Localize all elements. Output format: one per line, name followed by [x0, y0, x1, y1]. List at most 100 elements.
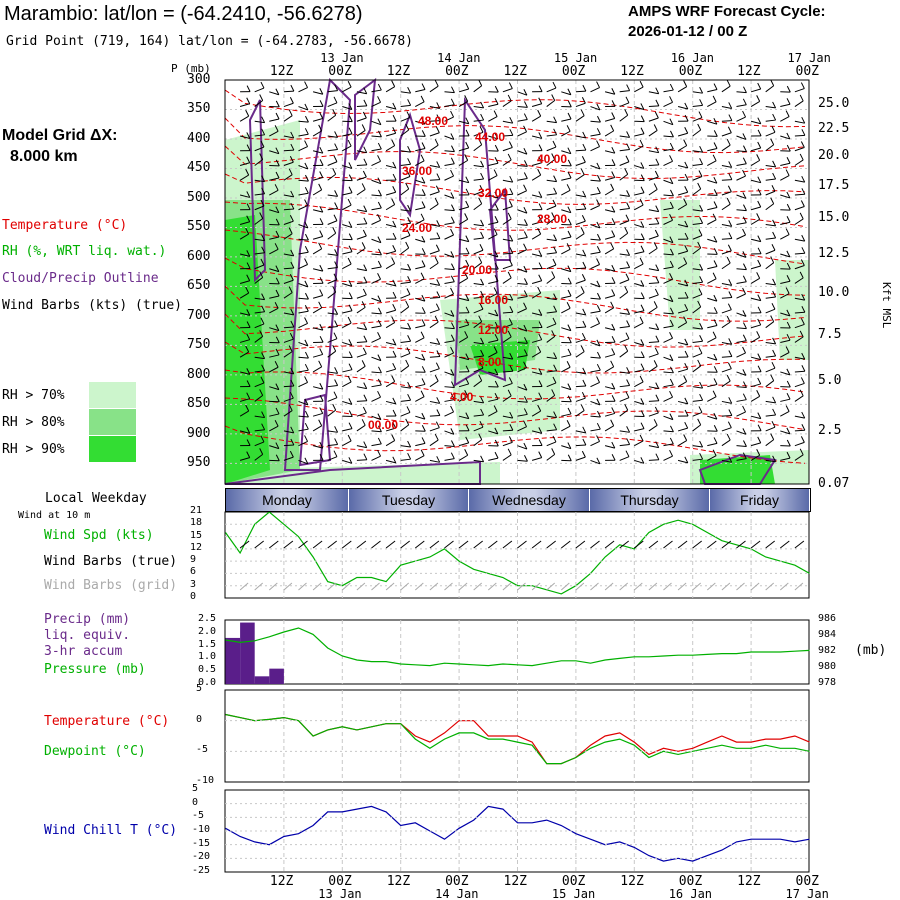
wind-barb-shaft: [531, 233, 541, 240]
wind-barb-shaft: [765, 203, 774, 211]
wind-barb-flag: [582, 131, 587, 139]
wind-barb-flag: [334, 426, 339, 433]
wind-barb-shaft: [531, 457, 542, 461]
wind-barb: [750, 95, 761, 107]
wind-barb: [356, 288, 367, 299]
wind-barb-flag: [319, 395, 324, 402]
sfc-grid-barb: [517, 582, 526, 591]
wind-barb: [605, 159, 616, 167]
wind-barb-flag: [523, 113, 528, 120]
wind-barb-shaft: [502, 297, 513, 301]
wind-barb-shaft: [546, 429, 557, 432]
wind-barb-flag: [655, 394, 660, 401]
wind-barb-shaft: [327, 456, 338, 461]
wind-barb-flag: [334, 379, 339, 386]
wind-barb: [327, 155, 338, 166]
wind-barb: [342, 339, 353, 346]
wind-barb-shaft: [736, 352, 746, 358]
wind-barb-shaft: [458, 395, 468, 402]
sfc-wind-barb: [283, 540, 294, 549]
wind-barb-shaft: [269, 295, 280, 299]
wind-barb-shaft: [575, 220, 586, 225]
wind-tick-label: 18: [190, 517, 203, 529]
wind-barb-flag: [699, 276, 704, 283]
wind-barb-shaft: [648, 353, 659, 358]
wind-barb-shaft: [254, 453, 263, 461]
temp-contour-line: [224, 341, 806, 374]
wind-barb-shaft: [502, 218, 512, 225]
wind-barb: [692, 406, 703, 417]
wind-barb-flag: [509, 175, 514, 183]
wind-barb-flag: [582, 379, 587, 387]
wind-barb-flag: [611, 348, 616, 355]
wind-barb-flag: [319, 146, 324, 154]
wind-barb-flag: [611, 264, 616, 272]
wind-barb: [444, 369, 455, 376]
wind-barb: [444, 381, 455, 389]
wind-barb: [604, 230, 616, 240]
wind-barb-flag: [567, 324, 572, 331]
wind-barb-flag: [436, 102, 441, 109]
wind-barb-shaft: [648, 223, 659, 225]
wind-barb-flag: [436, 291, 441, 298]
wind-barb-flag: [610, 124, 615, 132]
sfc-grid-barb: [385, 582, 395, 591]
top-time-tick: 12Z: [386, 64, 411, 79]
wind-barb-flag: [713, 142, 718, 149]
wind-barb-flag: [597, 410, 601, 418]
wind-barb-flag: [567, 395, 572, 403]
wind-barb: [444, 322, 455, 330]
wind-barb: [750, 235, 762, 243]
wind-barb: [517, 442, 528, 450]
legend-dewpoint: Dewpoint (°C): [44, 744, 146, 759]
wind-barb: [371, 201, 382, 211]
wind-barb-flag: [771, 361, 776, 369]
wind-barb-flag: [567, 289, 572, 297]
sfc-wind-barb: [429, 540, 440, 549]
wind-barb: [239, 191, 251, 198]
wind-barb-flag: [465, 412, 470, 419]
wind-barb-shaft: [283, 102, 294, 108]
wind-barb-shaft: [517, 308, 527, 314]
wind-barb-flag: [567, 348, 572, 356]
wind-barb-shaft: [342, 224, 353, 228]
wind-barb-flag: [421, 83, 426, 90]
wind-barb-flag: [553, 364, 558, 371]
wind-barb: [663, 236, 674, 244]
wind-barb-flag: [377, 449, 382, 457]
wind-barb: [604, 382, 616, 390]
wind-barb-flag: [319, 100, 324, 107]
wind-barb-shaft: [502, 323, 513, 329]
wind-barb: [677, 186, 689, 196]
wind-barb-shaft: [415, 415, 426, 420]
pressure-tick-label: 650: [187, 278, 211, 294]
wind-barb-flag: [728, 397, 733, 404]
wind-barb-flag: [348, 398, 353, 405]
wind-barb-flag: [319, 159, 324, 166]
wind-barb-flag: [275, 324, 280, 331]
wind-barb-flag: [289, 97, 294, 104]
wind-barb-flag: [508, 82, 513, 89]
wind-barb: [458, 272, 469, 284]
wind-barb-shaft: [765, 178, 776, 181]
wind-barb-flag: [347, 434, 352, 442]
wind-barb: [721, 256, 731, 270]
wind-barb-flag: [728, 161, 733, 168]
wind-barb-shaft: [794, 277, 804, 284]
wind-barb-shaft: [283, 279, 294, 284]
wind-barb: [619, 214, 630, 225]
wind-barb-flag: [597, 292, 601, 300]
wind-barb-shaft: [385, 250, 396, 255]
wind-barb-flag: [524, 160, 528, 167]
wind-barb-flag: [553, 423, 558, 430]
wind-barb-flag: [405, 300, 410, 308]
wind-barb: [765, 172, 777, 181]
height-tick-label: 12.5: [818, 246, 850, 261]
wind-barb-shaft: [458, 297, 469, 302]
wind-barb: [239, 227, 250, 240]
wind-barb-shaft: [546, 193, 557, 196]
wind-barb: [765, 374, 775, 388]
wind-barb: [473, 420, 484, 432]
wind-barb: [648, 382, 660, 390]
legend-precip-2: liq. equiv.: [44, 628, 131, 643]
